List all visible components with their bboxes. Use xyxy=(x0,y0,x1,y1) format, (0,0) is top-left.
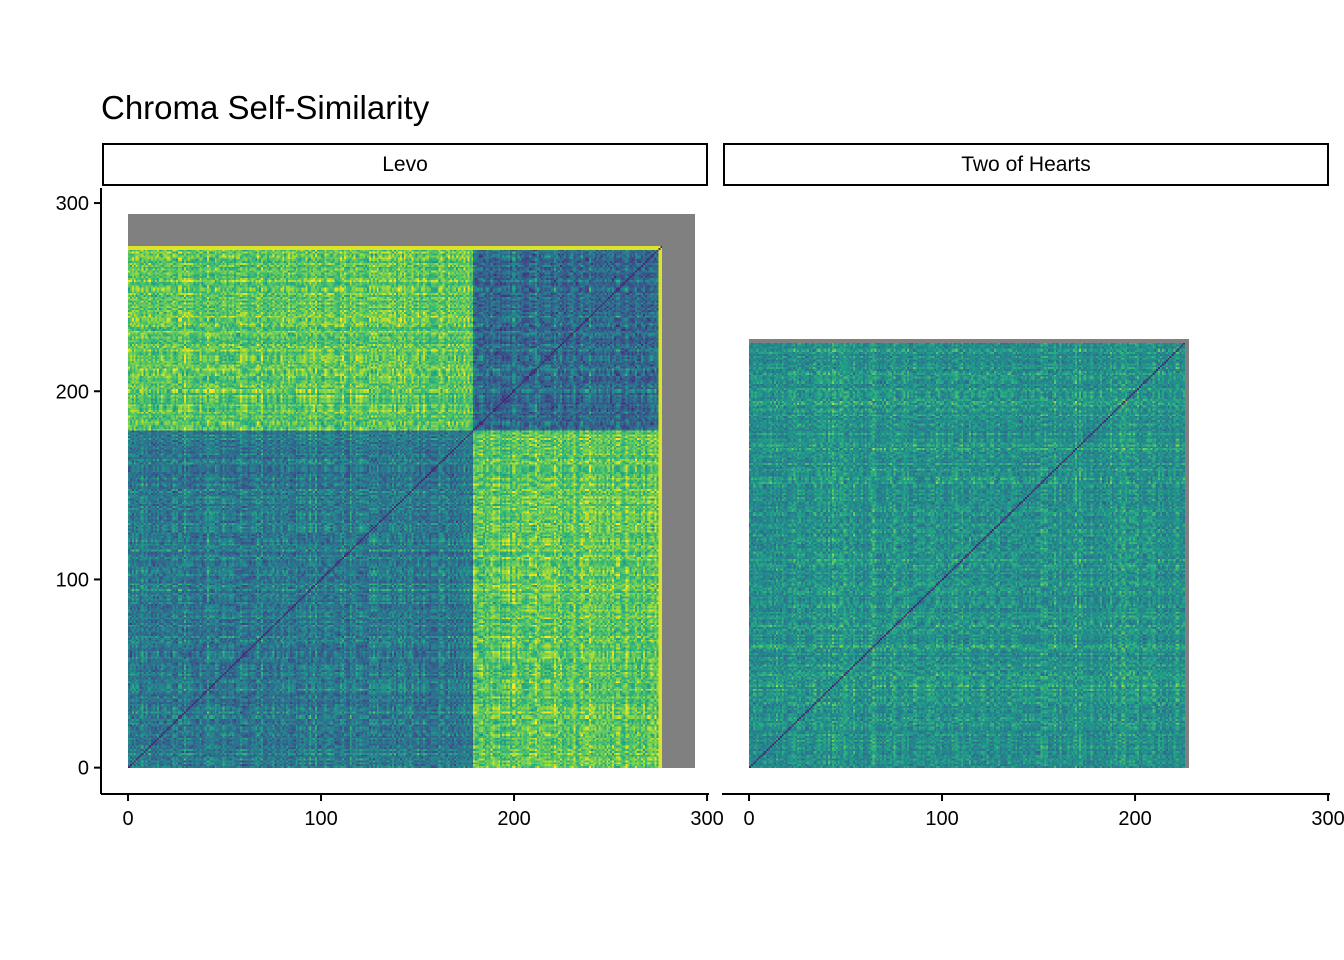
x-tick-label: 300 xyxy=(1311,808,1344,830)
facet-label-levo: Levo xyxy=(382,152,428,176)
y-tick-label: 200 xyxy=(56,381,89,403)
x-tick-label: 300 xyxy=(690,808,723,830)
y-tick-label: 100 xyxy=(56,569,89,591)
y-tick-label: 300 xyxy=(56,193,89,215)
x-tick-label: 0 xyxy=(743,808,754,830)
x-tick-label: 100 xyxy=(925,808,958,830)
x-tick-label: 0 xyxy=(122,808,133,830)
heatmap-two-of-hearts xyxy=(749,338,1190,768)
facet-label-two-of-hearts: Two of Hearts xyxy=(961,152,1091,176)
heatmap-levo xyxy=(128,214,696,768)
chart-title: Chroma Self-Similarity xyxy=(101,89,430,126)
x-tick-label: 200 xyxy=(497,808,530,830)
y-tick-label: 0 xyxy=(78,758,89,780)
x-tick-label: 200 xyxy=(1118,808,1151,830)
facet-strip-levo: Levo xyxy=(102,143,708,186)
x-tick-label: 100 xyxy=(304,808,337,830)
facet-strip-two-of-hearts: Two of Hearts xyxy=(723,143,1329,186)
